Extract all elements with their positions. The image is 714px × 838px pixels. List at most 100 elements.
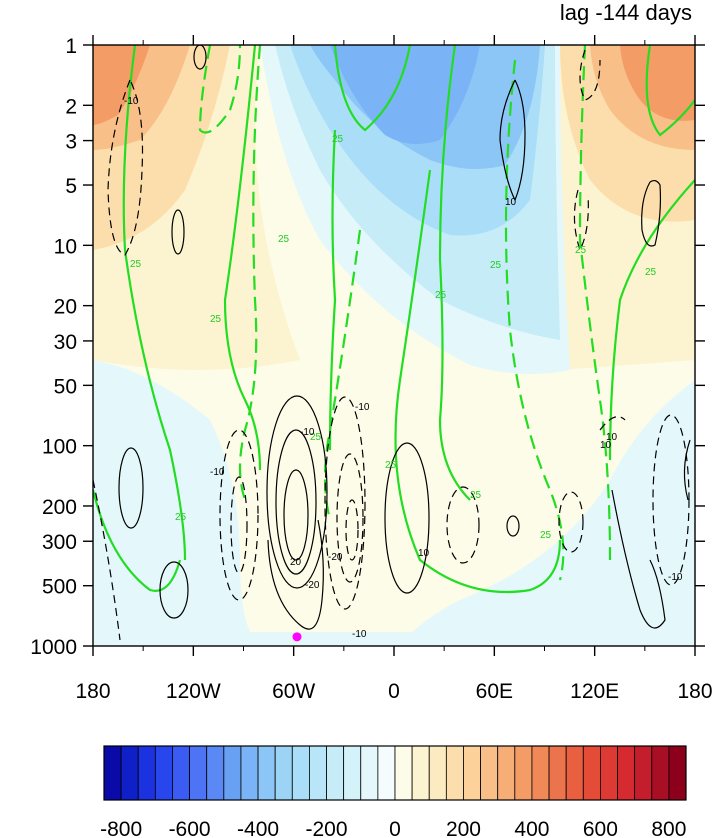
colorbar-label: 400 bbox=[514, 818, 549, 838]
green-contour-dashed-4 bbox=[578, 45, 612, 561]
x-tick-label: 60W bbox=[272, 680, 315, 703]
black-label-3: -10 bbox=[355, 402, 370, 413]
colorbar-label: 800 bbox=[651, 818, 686, 838]
black-label-1: -10 bbox=[124, 96, 139, 107]
colorbar-label: -200 bbox=[306, 818, 348, 838]
shading-lower-east-negative bbox=[400, 380, 695, 646]
black-contour-dashed-3 bbox=[230, 476, 248, 574]
black-contour-solid-8 bbox=[275, 429, 317, 575]
colorbar-swatch bbox=[360, 745, 379, 801]
green-label-3: 25 bbox=[278, 234, 290, 245]
green-contour-labels: 25 25 25 25 25 25 25 25 25 25 25 25 25 bbox=[130, 134, 657, 541]
green-label-7: 25 bbox=[575, 245, 587, 256]
x-tick-label: 0 bbox=[388, 680, 400, 703]
black-contour-dashed-2 bbox=[219, 429, 259, 601]
colorbar-label: 0 bbox=[389, 818, 401, 838]
green-label-8: 25 bbox=[645, 267, 657, 278]
colorbar-swatch bbox=[668, 745, 687, 801]
green-contour-solid-4 bbox=[333, 45, 412, 132]
y-tick-label: 1000 bbox=[30, 636, 77, 659]
black-contour-solid-4 bbox=[159, 561, 189, 619]
colorbar-frame bbox=[103, 745, 687, 801]
y-axis: 1 2 3 5 10 20 30 50 100 200 300 500 1000 bbox=[30, 35, 705, 659]
colorbar-swatch bbox=[428, 745, 447, 801]
black-label-5: 10 bbox=[606, 432, 618, 443]
black-contour-dashed-6 bbox=[345, 499, 359, 561]
black-contour-solid-1 bbox=[193, 45, 207, 70]
green-contour-solid-2 bbox=[93, 489, 182, 592]
colorbar-swatch bbox=[274, 745, 293, 801]
black-contour-dashed-11 bbox=[652, 414, 690, 586]
colorbar-swatch bbox=[377, 745, 396, 801]
colorbar-label: 200 bbox=[446, 818, 481, 838]
colorbar-label: -600 bbox=[169, 818, 211, 838]
green-label-11: 25 bbox=[175, 512, 187, 523]
black-contour-dashed-5 bbox=[336, 453, 364, 583]
green-label-6: 25 bbox=[490, 260, 502, 271]
black-contour-dashed-1 bbox=[107, 79, 144, 256]
shading-lower-west-negative bbox=[93, 360, 260, 646]
x-tick-label: 180 bbox=[75, 680, 110, 703]
green-contours bbox=[93, 45, 695, 594]
y-tick-label: 300 bbox=[42, 531, 77, 554]
black-label-13: 10 bbox=[600, 440, 612, 451]
black-contour-solid-10 bbox=[267, 519, 324, 630]
colorbar-swatch bbox=[309, 745, 327, 801]
black-label-12: -10 bbox=[668, 572, 683, 583]
y-tick-label: 50 bbox=[54, 375, 77, 398]
colorbar-swatch bbox=[343, 745, 362, 801]
black-contour-solid-5 bbox=[499, 79, 526, 202]
y-tick-label: 1 bbox=[65, 35, 77, 58]
black-label-7: -20 bbox=[328, 552, 343, 563]
black-contour-solid-2 bbox=[171, 209, 185, 255]
y-tick-label: 500 bbox=[42, 576, 77, 599]
green-contour-solid-6 bbox=[645, 45, 695, 137]
colorbar-swatch bbox=[120, 745, 139, 801]
y-tick-label: 20 bbox=[54, 296, 77, 319]
colorbar-swatch bbox=[154, 745, 173, 801]
black-contour-solid-12 bbox=[506, 515, 520, 537]
green-contour-solid-8 bbox=[328, 129, 337, 451]
shading-positive-west-3 bbox=[93, 45, 150, 125]
black-contour-dashed-12 bbox=[599, 416, 626, 431]
colorbar-swatch bbox=[514, 745, 533, 801]
black-contours-dashed bbox=[93, 49, 690, 641]
green-contour-solid-1 bbox=[122, 45, 187, 561]
black-contour-solid-14 bbox=[683, 439, 691, 501]
black-contour-dashed-4 bbox=[324, 396, 366, 610]
green-contour-dashed-3 bbox=[504, 59, 565, 581]
colorbar-swatch bbox=[617, 745, 636, 801]
colorbar-swatch bbox=[548, 745, 567, 801]
x-tick-label: 60E bbox=[476, 680, 513, 703]
black-label-2: 10 bbox=[505, 197, 517, 208]
x-tick-label: 180 bbox=[677, 680, 712, 703]
black-label-10: 10 bbox=[418, 548, 430, 559]
green-label-5: 25 bbox=[435, 290, 447, 301]
green-label-1: 25 bbox=[130, 259, 142, 270]
green-label-4: 25 bbox=[332, 134, 344, 145]
colorbar-swatch bbox=[565, 745, 584, 801]
y-tick-label: 100 bbox=[42, 436, 77, 459]
green-contour-solid-7 bbox=[608, 179, 695, 461]
black-label-4: -10 bbox=[300, 427, 315, 438]
colorbar-swatch bbox=[445, 745, 464, 801]
green-contour-solid-3 bbox=[223, 45, 262, 471]
green-label-10: 25 bbox=[385, 460, 397, 471]
colorbar-swatch bbox=[240, 745, 259, 801]
shading-surface-negative bbox=[93, 632, 695, 646]
black-contour-dashed-13 bbox=[93, 479, 121, 641]
y-tick-label: 200 bbox=[42, 496, 77, 519]
colorbar-swatch bbox=[189, 745, 208, 801]
green-label-13: 25 bbox=[540, 530, 552, 541]
black-contour-solid-6 bbox=[641, 179, 662, 247]
colorbar-label: 600 bbox=[583, 818, 618, 838]
colorbar-swatch bbox=[137, 745, 156, 801]
black-contour-solid-9 bbox=[283, 469, 309, 561]
black-contour-labels: -10 10 -10 -10 10 -10 -20 -20 -10 10 20 … bbox=[124, 96, 683, 640]
green-label-2: 25 bbox=[210, 314, 222, 325]
black-contour-solid-13 bbox=[611, 489, 666, 629]
black-label-11: 20 bbox=[290, 557, 302, 568]
y-tick-label: 3 bbox=[65, 131, 77, 154]
shading-positive-east-3 bbox=[620, 45, 695, 121]
